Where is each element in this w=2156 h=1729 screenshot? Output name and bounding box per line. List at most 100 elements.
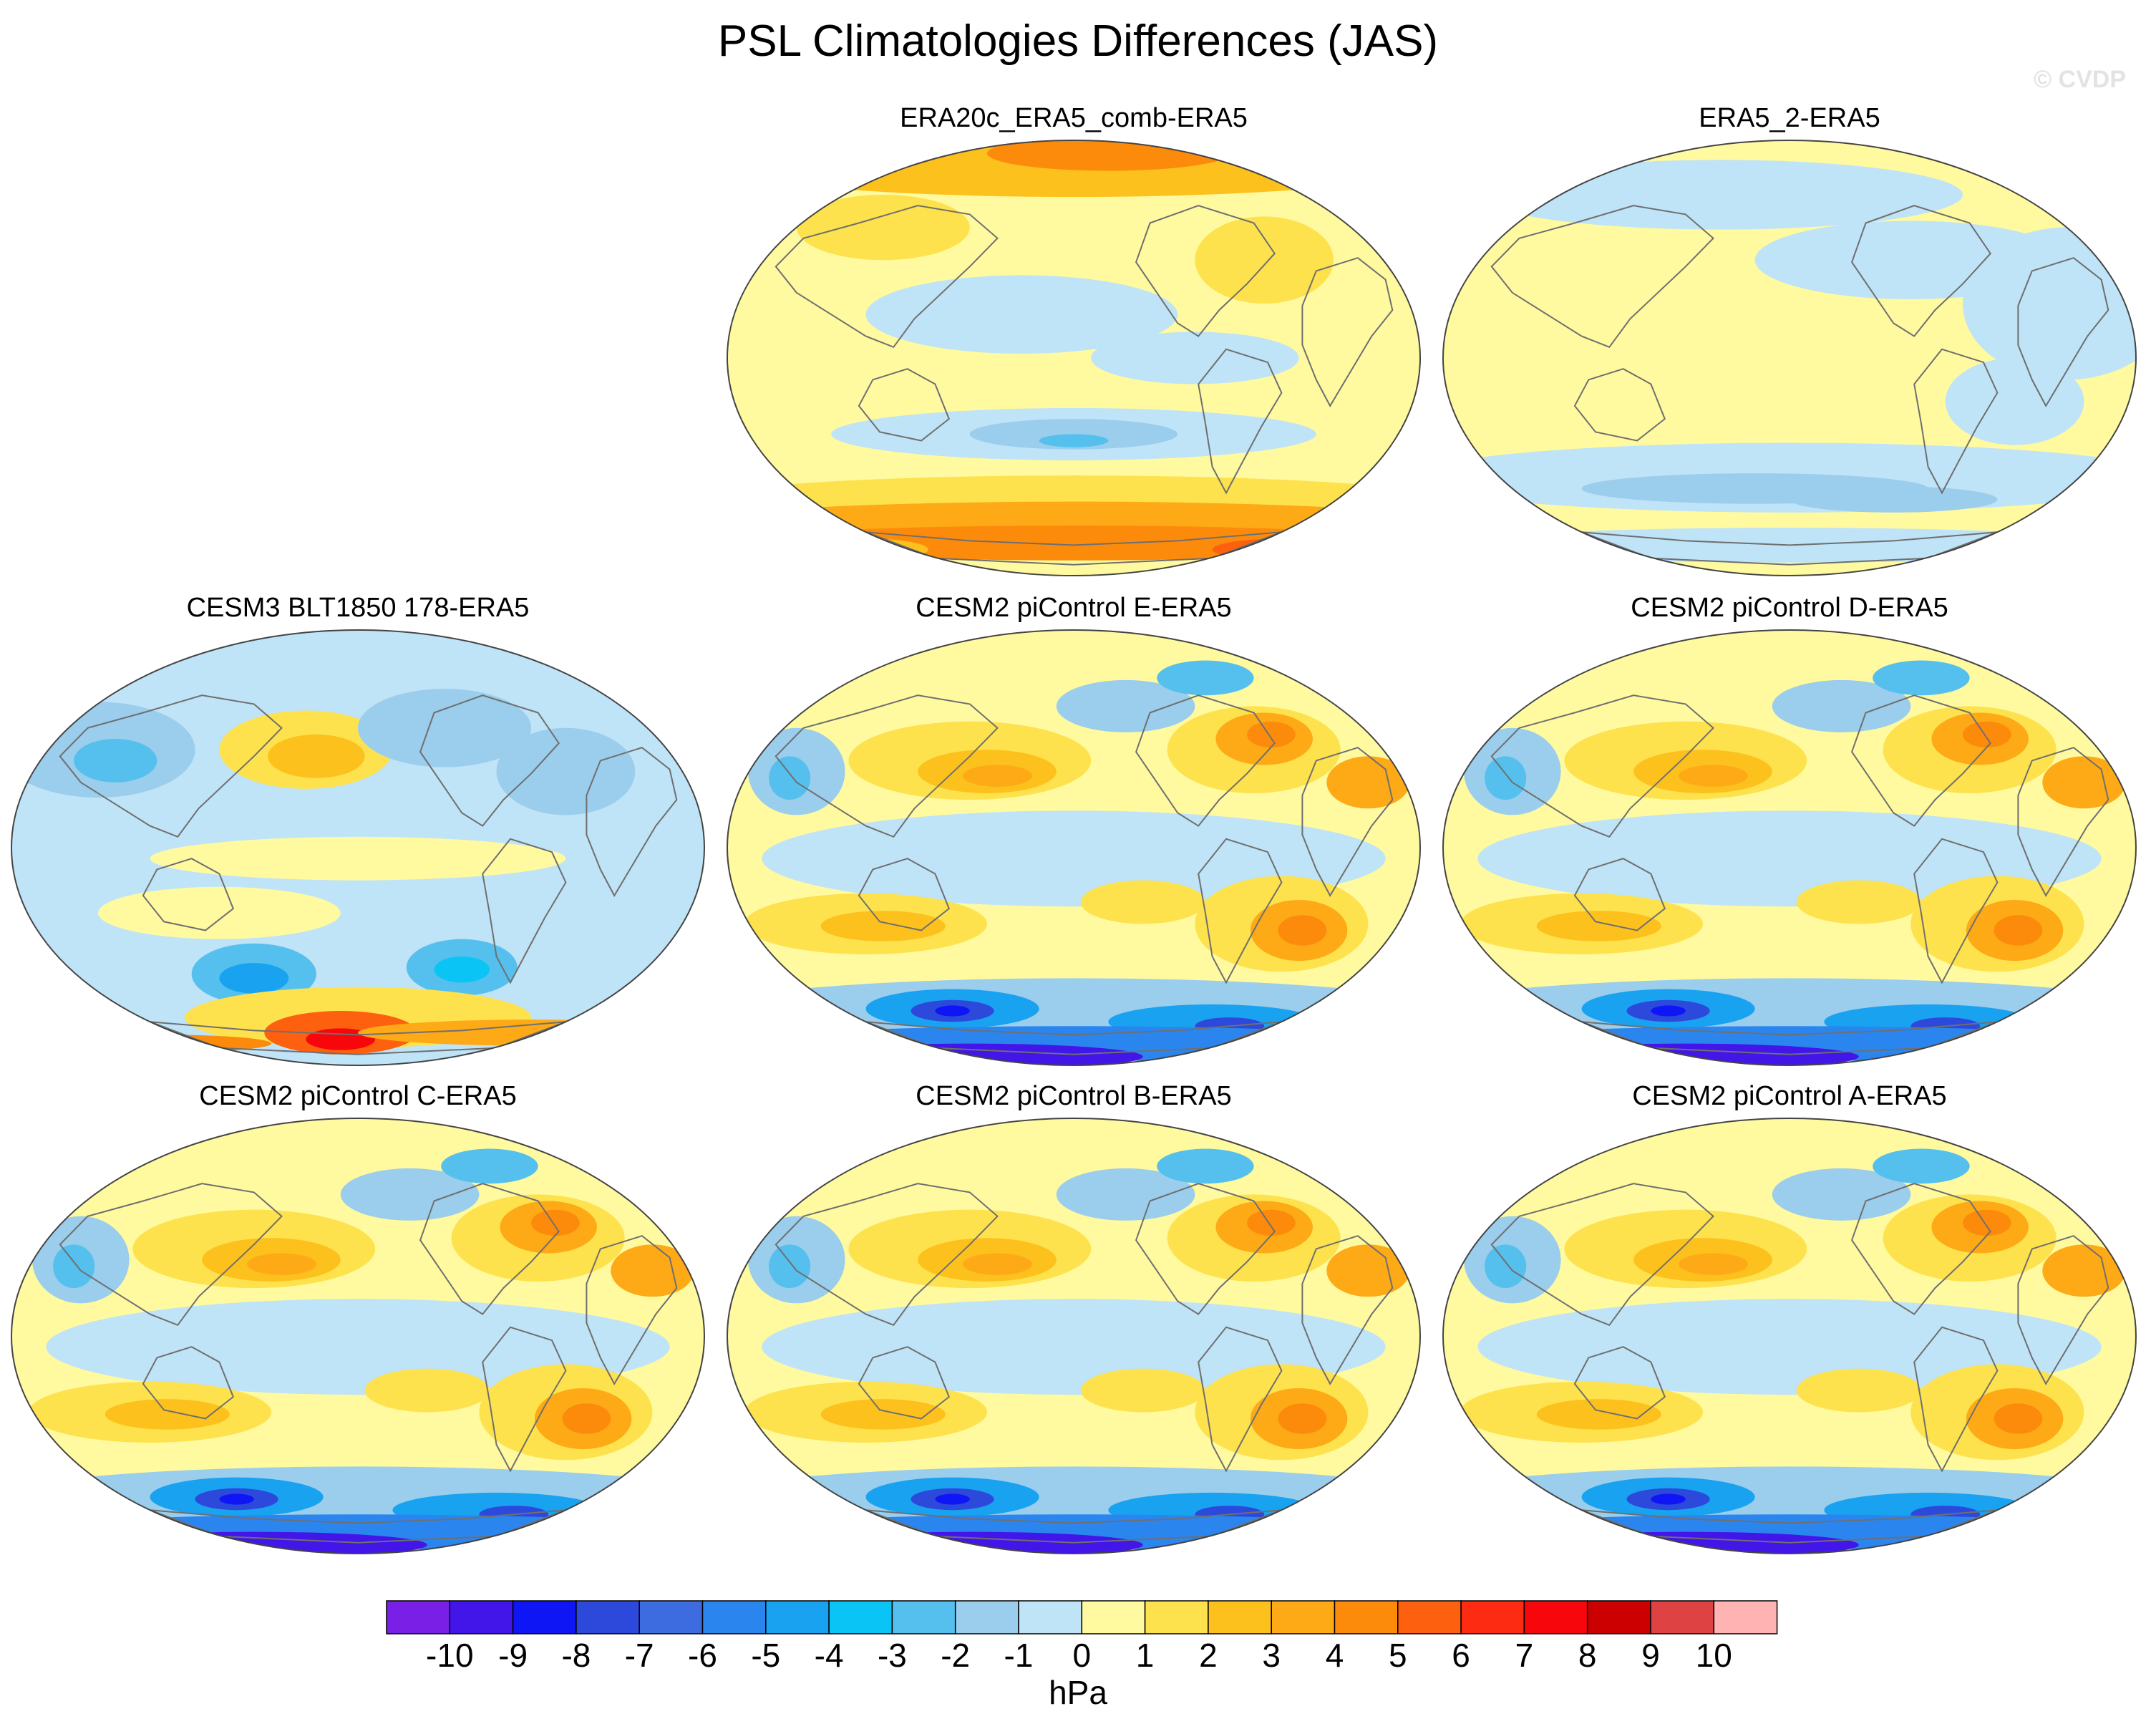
- colorbar-box: [386, 1600, 451, 1634]
- map-border: [727, 629, 1421, 1066]
- psl-anomaly-contour: [219, 1493, 254, 1505]
- psl-anomaly-contour: [1873, 660, 1970, 696]
- map-svg: [11, 1118, 705, 1554]
- psl-anomaly-contour: [1873, 1148, 1970, 1184]
- world-map: [7, 626, 709, 1073]
- psl-anomaly-contour: [2042, 1244, 2126, 1297]
- psl-anomaly-contour: [364, 1368, 490, 1413]
- map-border: [727, 1118, 1421, 1554]
- psl-anomaly-contour: [1796, 1368, 1921, 1413]
- main-title: PSL Climatologies Differences (JAS): [717, 16, 1439, 66]
- colorbar-tick-label: 6: [1452, 1637, 1470, 1674]
- coastline: [1573, 858, 1666, 931]
- panel-title: ERA5_2-ERA5: [1699, 103, 1880, 133]
- world-map: [723, 136, 1424, 583]
- colorbar-box: [1586, 1600, 1651, 1634]
- coastline: [142, 858, 235, 931]
- colorbar-box: [1018, 1600, 1083, 1634]
- psl-anomaly-contour: [1772, 1168, 1911, 1221]
- psl-anomaly-contour: [1091, 331, 1299, 384]
- psl-anomaly-contour: [1536, 911, 1661, 941]
- coastline: [774, 205, 999, 349]
- colorbar-box: [1460, 1600, 1525, 1634]
- colorbar-box: [1081, 1600, 1146, 1634]
- psl-anomaly-contour: [1772, 679, 1911, 732]
- psl-anomaly-contour: [1679, 765, 1748, 787]
- coastline: [1135, 1183, 1276, 1315]
- colorbar-box: [1523, 1600, 1588, 1634]
- colorbar-tick-label: -5: [751, 1637, 781, 1674]
- map-panel: CESM2 piControl E-ERA5: [723, 591, 1424, 1085]
- psl-anomaly-contour: [1477, 810, 2102, 907]
- psl-anomaly-contour: [1278, 1403, 1327, 1434]
- coastline: [482, 1326, 567, 1473]
- coastline: [1198, 838, 1283, 984]
- colorbar-tick-label: -4: [814, 1637, 844, 1674]
- colorbar-tick-label: 7: [1515, 1637, 1534, 1674]
- world-map: [723, 626, 1424, 1073]
- map-panel: CESM2 piControl D-ERA5: [1439, 591, 2140, 1085]
- panel-title: CESM3 BLT1850 178-ERA5: [186, 593, 530, 623]
- psl-anomaly-contour: [963, 1253, 1032, 1275]
- coastline: [482, 838, 567, 984]
- map-panel: CESM2 piControl A-ERA5: [1439, 1080, 2140, 1574]
- psl-anomaly-contour: [1056, 679, 1195, 732]
- coastline: [774, 694, 999, 838]
- coastline: [1301, 747, 1394, 897]
- map-border: [1442, 1118, 2137, 1554]
- coastline: [1490, 205, 1714, 349]
- panel-title: CESM2 piControl B-ERA5: [916, 1081, 1232, 1111]
- psl-anomaly-contour: [74, 739, 157, 783]
- psl-anomaly-contour: [1039, 434, 1109, 447]
- colorbar-box: [1271, 1600, 1336, 1634]
- world-map: [1439, 1114, 2140, 1561]
- colorbar-box: [701, 1600, 767, 1634]
- coastline: [586, 1235, 678, 1385]
- coastline: [774, 1183, 999, 1327]
- psl-anomaly-contour: [340, 1168, 480, 1221]
- psl-anomaly-contour: [796, 195, 970, 261]
- map-panel: CESM2 piControl C-ERA5: [7, 1080, 709, 1574]
- psl-anomaly-contour: [1212, 538, 1351, 561]
- psl-anomaly-contour: [1485, 1244, 1527, 1289]
- psl-anomaly-contour: [1247, 721, 1296, 748]
- psl-anomaly-contour: [1994, 915, 2043, 946]
- panel-title: CESM2 piControl E-ERA5: [916, 593, 1232, 623]
- coastline: [1301, 1235, 1394, 1385]
- psl-anomaly-contour: [762, 1299, 1386, 1395]
- colorbar-tick-label: -2: [941, 1637, 971, 1674]
- psl-anomaly-contour: [98, 886, 341, 939]
- coastline: [419, 694, 560, 827]
- psl-anomaly-contour: [1477, 1299, 2102, 1395]
- coastline: [1913, 838, 1999, 984]
- panel-title: CESM2 piControl C-ERA5: [199, 1081, 517, 1111]
- psl-anomaly-contour: [762, 810, 1386, 907]
- map-svg: [1442, 629, 2137, 1066]
- coastline: [1913, 348, 1999, 495]
- psl-anomaly-contour: [1278, 915, 1327, 946]
- psl-anomaly-contour: [935, 1005, 970, 1017]
- psl-anomaly-contour: [496, 727, 636, 815]
- psl-anomaly-contour: [2042, 756, 2126, 809]
- world-map: [7, 1114, 709, 1561]
- coastline: [142, 1346, 235, 1420]
- panel-title: CESM2 piControl D-ERA5: [1631, 593, 1948, 623]
- map-border: [11, 629, 705, 1066]
- panel-title: CESM2 piControl A-ERA5: [1632, 1081, 1947, 1111]
- psl-anomaly-contour: [105, 1399, 230, 1430]
- psl-anomaly-contour: [1326, 756, 1410, 809]
- psl-anomaly-contour: [1963, 1209, 2011, 1236]
- psl-anomaly-contour: [1477, 160, 1963, 230]
- coastline: [1490, 1183, 1714, 1327]
- map-panel: CESM3 BLT1850 178-ERA5: [7, 591, 709, 1085]
- colorbar-tick-label: 3: [1262, 1637, 1281, 1674]
- colorbar-box: [954, 1600, 1019, 1634]
- psl-anomaly-contour: [963, 765, 1032, 787]
- psl-anomaly-contour: [935, 1493, 970, 1505]
- coastline: [1573, 368, 1666, 442]
- colorbar-tick-label: 0: [1072, 1637, 1092, 1674]
- coastline: [1573, 1346, 1666, 1420]
- psl-anomaly-contour: [46, 1299, 670, 1395]
- colorbar-tick-label: -6: [688, 1637, 717, 1674]
- colorbar-box: [512, 1600, 577, 1634]
